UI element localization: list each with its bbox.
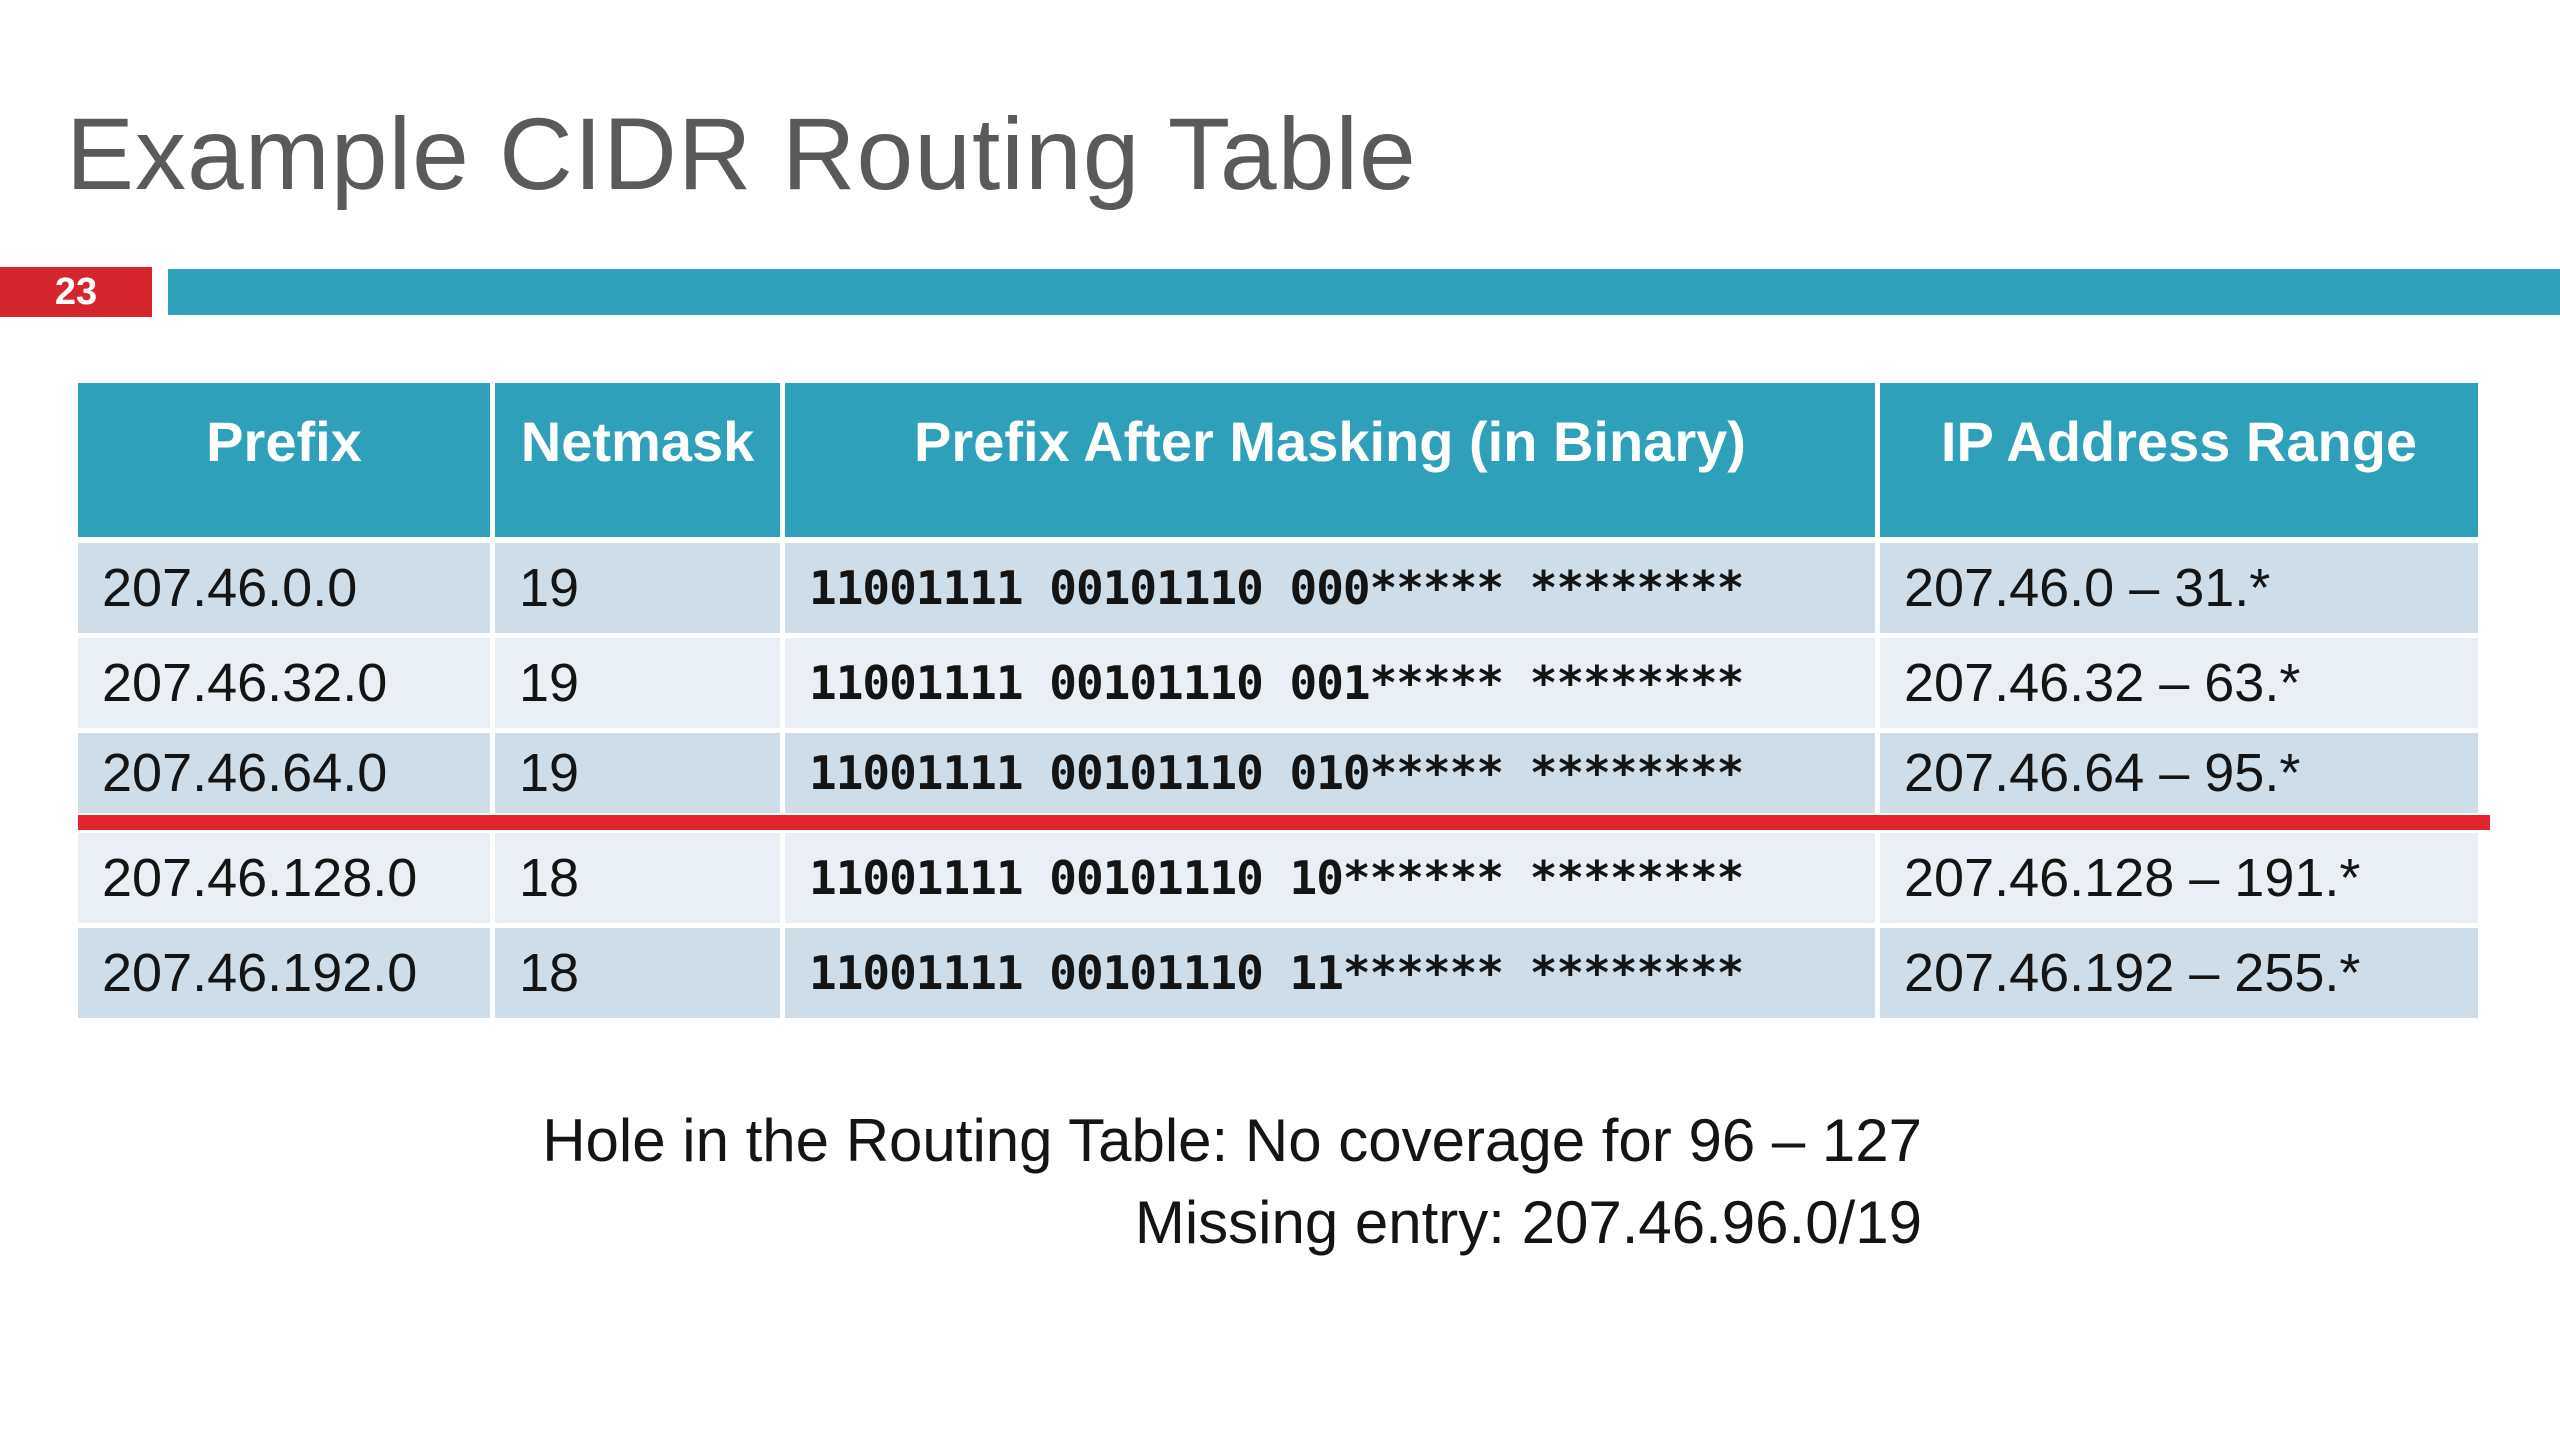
- range-cell: 207.46.192 – 255.*: [1880, 928, 2478, 1018]
- prefix-cell: 207.46.0.0: [78, 543, 490, 633]
- netmask-cell: 19: [495, 733, 780, 813]
- table-row: 207.46.128.0 18 11001111 00101110 10****…: [78, 833, 2480, 923]
- table-row: 207.46.64.0 19 11001111 00101110 010****…: [78, 733, 2480, 813]
- binary-cell: 11001111 00101110 10****** ********: [785, 833, 1875, 923]
- slide-number-badge: 23: [0, 267, 152, 317]
- netmask-cell: 19: [495, 638, 780, 728]
- prefix-cell: 207.46.128.0: [78, 833, 490, 923]
- range-cell: 207.46.0 – 31.*: [1880, 543, 2478, 633]
- binary-cell: 11001111 00101110 010***** ********: [785, 733, 1875, 813]
- range-cell: 207.46.64 – 95.*: [1880, 733, 2478, 813]
- binary-cell: 11001111 00101110 11****** ********: [785, 928, 1875, 1018]
- range-cell: 207.46.128 – 191.*: [1880, 833, 2478, 923]
- binary-cell: 11001111 00101110 001***** ********: [785, 638, 1875, 728]
- annotation-hole-line: Hole in the Routing Table: No coverage f…: [542, 1107, 1922, 1174]
- prefix-cell: 207.46.64.0: [78, 733, 490, 813]
- table-row: 207.46.32.0 19 11001111 00101110 001****…: [78, 638, 2480, 728]
- netmask-cell: 19: [495, 543, 780, 633]
- table-row: 207.46.0.0 19 11001111 00101110 000*****…: [78, 543, 2480, 633]
- routing-hole-annotation: Hole in the Routing Table: No coverage f…: [542, 1100, 1922, 1264]
- col-header-binary: Prefix After Masking (in Binary): [785, 383, 1875, 537]
- cidr-routing-table: Prefix Netmask Prefix After Masking (in …: [78, 383, 2490, 1023]
- table-row: 207.46.192.0 18 11001111 00101110 11****…: [78, 928, 2480, 1018]
- slide-title: Example CIDR Routing Table: [66, 97, 1417, 211]
- accent-bar: [168, 269, 2560, 315]
- slide-number-label: 23: [54, 270, 98, 313]
- red-divider-line: [78, 815, 2490, 830]
- binary-cell: 11001111 00101110 000***** ********: [785, 543, 1875, 633]
- prefix-cell: 207.46.32.0: [78, 638, 490, 728]
- table-header-row: Prefix Netmask Prefix After Masking (in …: [78, 383, 2480, 537]
- range-cell: 207.46.32 – 63.*: [1880, 638, 2478, 728]
- netmask-cell: 18: [495, 833, 780, 923]
- annotation-missing-line: Missing entry: 207.46.96.0/19: [1134, 1189, 1922, 1256]
- col-header-netmask: Netmask: [495, 383, 780, 537]
- col-header-prefix: Prefix: [78, 383, 490, 537]
- netmask-cell: 18: [495, 928, 780, 1018]
- prefix-cell: 207.46.192.0: [78, 928, 490, 1018]
- col-header-range: IP Address Range: [1880, 383, 2478, 537]
